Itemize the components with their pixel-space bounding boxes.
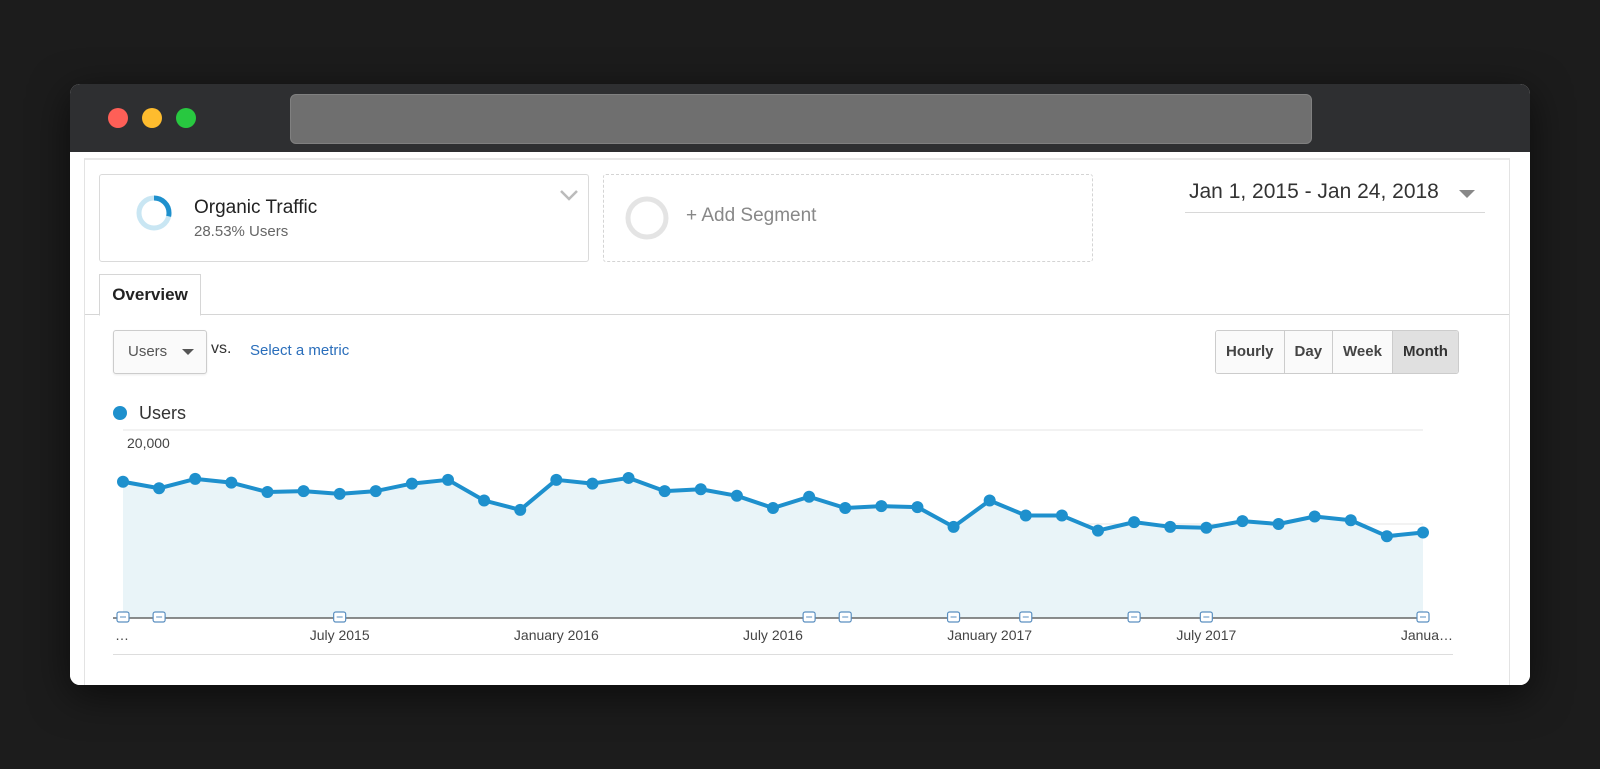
segment-card-organic-traffic[interactable]: Organic Traffic 28.53% Users — [99, 174, 589, 262]
data-point — [839, 502, 852, 515]
segment-subtitle: 28.53% Users — [194, 223, 289, 240]
data-point — [550, 473, 563, 486]
page-content: Organic Traffic 28.53% Users + Add Segme… — [70, 152, 1530, 685]
data-point — [947, 520, 960, 533]
granularity-hourly-button[interactable]: Hourly — [1216, 331, 1285, 373]
title-bar — [70, 84, 1530, 152]
data-point — [803, 490, 816, 503]
date-range-picker[interactable]: Jan 1, 2015 - Jan 24, 2018 — [1185, 176, 1485, 213]
data-point — [622, 471, 635, 484]
granularity-day-button[interactable]: Day — [1284, 331, 1334, 373]
data-point — [261, 486, 274, 499]
data-point — [730, 489, 743, 502]
address-bar[interactable] — [290, 94, 1312, 144]
annotation-icon — [116, 611, 130, 623]
annotation-icon — [946, 611, 961, 623]
x-tick-label: Janua… — [1401, 627, 1453, 643]
data-point — [405, 477, 418, 490]
select-metric-link[interactable]: Select a metric — [250, 342, 350, 359]
report-panel: Organic Traffic 28.53% Users + Add Segme… — [84, 158, 1510, 685]
data-point — [117, 475, 129, 488]
data-point — [875, 500, 888, 513]
vs-label: vs. — [211, 340, 232, 357]
annotation-icon — [838, 611, 852, 623]
caret-down-icon — [1459, 190, 1475, 198]
data-point — [911, 501, 924, 514]
data-point — [694, 483, 707, 496]
legend-users-marker — [113, 406, 127, 420]
data-point — [478, 494, 491, 507]
close-window-button[interactable] — [108, 108, 128, 128]
annotation-icon — [1416, 611, 1430, 623]
empty-segment-ring-icon — [625, 196, 669, 240]
data-point — [658, 485, 671, 498]
data-point — [586, 477, 599, 490]
data-point — [1344, 514, 1357, 527]
data-point — [1055, 509, 1068, 522]
x-tick-label: January 2016 — [514, 627, 599, 643]
x-tick-label: … — [115, 627, 129, 643]
data-point — [1272, 518, 1285, 530]
tab-overview[interactable]: Overview — [99, 274, 201, 316]
data-point — [1019, 509, 1032, 522]
data-point — [1164, 520, 1177, 533]
add-segment-button[interactable]: + Add Segment — [603, 174, 1093, 262]
data-point — [189, 472, 202, 485]
data-point — [1128, 516, 1141, 529]
x-tick-label: July 2015 — [310, 627, 370, 643]
legend-users-label: Users — [139, 403, 187, 423]
data-point — [1308, 510, 1321, 523]
add-segment-label: + Add Segment — [686, 205, 817, 226]
segment-name: Organic Traffic — [194, 197, 318, 218]
x-tick-label: January 2017 — [947, 627, 1032, 643]
annotation-icon — [1127, 611, 1141, 623]
granularity-month-button[interactable]: Month — [1392, 331, 1458, 373]
data-point — [442, 473, 454, 486]
data-point — [1236, 515, 1249, 528]
data-point — [767, 502, 779, 515]
data-point — [1380, 530, 1393, 543]
annotation-icon — [1019, 611, 1033, 623]
annotation-icon — [1199, 611, 1213, 623]
annotation-icon — [802, 611, 816, 623]
tab-divider — [85, 314, 1509, 315]
browser-window: Organic Traffic 28.53% Users + Add Segme… — [70, 84, 1530, 685]
granularity-toggle: Hourly Day Week Month — [1215, 330, 1459, 374]
minimize-window-button[interactable] — [142, 108, 162, 128]
segment-donut-icon — [136, 195, 172, 231]
date-range-label: Jan 1, 2015 - Jan 24, 2018 — [1189, 180, 1439, 203]
data-point — [1200, 521, 1213, 534]
data-point — [225, 476, 238, 489]
caret-down-icon — [182, 349, 194, 355]
y-tick-label: 20,000 — [127, 435, 170, 451]
x-tick-label: July 2017 — [1176, 627, 1236, 643]
annotation-icon — [333, 611, 347, 623]
data-point — [1417, 526, 1429, 539]
data-point — [153, 482, 166, 495]
chevron-down-icon[interactable] — [558, 187, 580, 203]
data-point — [514, 503, 527, 516]
chart-bottom-border — [113, 654, 1453, 655]
data-point — [983, 494, 996, 507]
data-point — [333, 487, 346, 500]
metric-dropdown[interactable]: Users — [113, 330, 207, 374]
data-point — [1092, 524, 1104, 537]
metric-selected-label: Users — [128, 343, 168, 360]
users-area-fill — [123, 477, 1423, 618]
granularity-week-button[interactable]: Week — [1333, 331, 1393, 373]
maximize-window-button[interactable] — [176, 108, 196, 128]
x-tick-label: July 2016 — [743, 627, 803, 643]
annotation-icon — [152, 611, 166, 623]
data-point — [369, 485, 382, 498]
data-point — [297, 485, 310, 498]
